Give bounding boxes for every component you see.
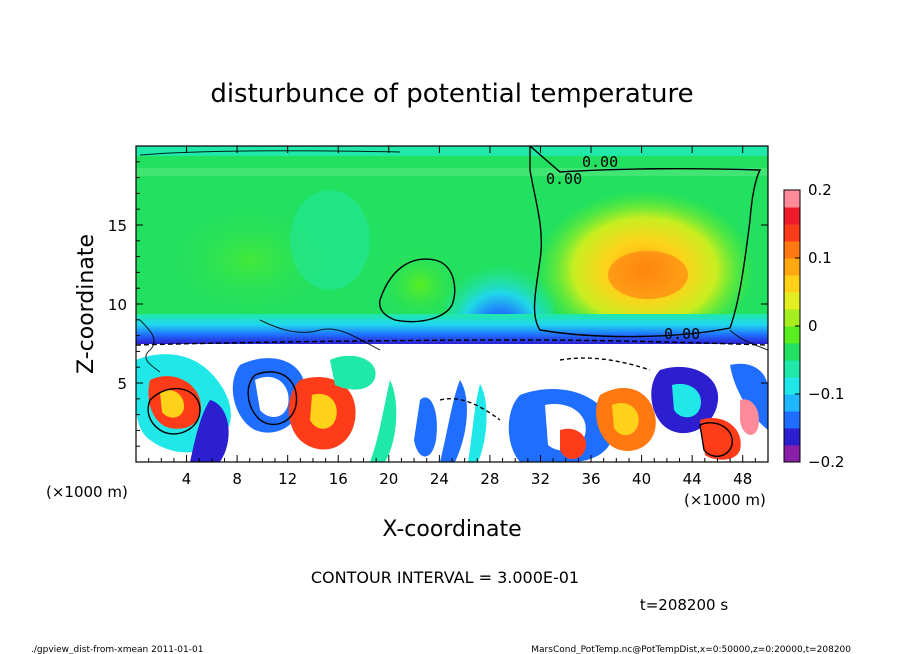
colorbar-swatch (784, 326, 800, 344)
chart-title: disturbunce of potential temperature (210, 79, 693, 109)
x-tick-label: 20 (379, 470, 398, 488)
colorbar-swatch (784, 309, 800, 327)
colorbar-swatch (784, 377, 800, 395)
colorbar: 0.2 0.1 0 −0.1 −0.2 (783, 181, 844, 471)
colorbar-swatch (784, 224, 800, 242)
x-tick-label: 32 (531, 470, 550, 488)
x-axis-label: X-coordinate (382, 517, 521, 542)
contour-interval: CONTOUR INTERVAL = 3.000E-01 (311, 568, 579, 587)
colorbar-swatch (784, 394, 800, 412)
y-tick-label: 5 (117, 375, 127, 393)
x-tick-label: 4 (182, 470, 192, 488)
y-tick-label: 15 (108, 217, 127, 235)
contour-label: 0.00 (664, 325, 700, 343)
x-tick-label: 24 (430, 470, 449, 488)
x-tick-label: 44 (683, 470, 702, 488)
colorbar-swatch (784, 258, 800, 276)
x-unit-right: (×1000 m) (684, 491, 766, 509)
x-axis: 4 8 12 16 20 24 28 32 36 40 44 48 (148, 146, 756, 488)
x-tick-label: 40 (632, 470, 651, 488)
colorbar-swatch (784, 428, 800, 446)
colorbar-tick-label: −0.2 (808, 453, 844, 471)
colorbar-swatch (784, 292, 800, 310)
x-tick-label: 36 (581, 470, 600, 488)
colorbar-swatch (784, 275, 800, 293)
colorbar-tick-label: 0.1 (808, 249, 832, 267)
colorbar-swatch (784, 360, 800, 378)
y-axis-label: Z-coordinate (74, 234, 99, 374)
colorbar-swatch (784, 207, 800, 225)
x-tick-label: 12 (278, 470, 297, 488)
time-label: t=208200 s (640, 596, 728, 614)
x-unit-left: (×1000 m) (46, 483, 128, 501)
colorbar-swatch (784, 241, 800, 259)
heatmap-field (136, 146, 768, 462)
y-tick-label: 10 (108, 296, 127, 314)
colorbar-tick-label: 0.2 (808, 181, 832, 199)
footer-left: ./gpview_dist-from-xmean 2011-01-01 (31, 645, 203, 654)
contour-label: 0.00 (582, 153, 618, 171)
colorbar-swatch (784, 190, 800, 208)
colorbar-swatch (784, 343, 800, 361)
contour-labels: 0.00 0.00 0.00 (546, 153, 700, 343)
x-tick-label: 48 (733, 470, 752, 488)
contour-label: 0.00 (546, 170, 582, 188)
colorbar-tick-label: 0 (808, 317, 818, 335)
footer-right: MarsCond_PotTemp.nc@PotTempDist,x=0:5000… (531, 645, 851, 654)
x-tick-label: 28 (480, 470, 499, 488)
x-tick-label: 8 (232, 470, 242, 488)
colorbar-swatch (784, 445, 800, 463)
y-axis: 5 10 15 (108, 161, 768, 447)
x-tick-label: 16 (329, 470, 348, 488)
colorbar-swatch (784, 411, 800, 429)
colorbar-tick-label: −0.1 (808, 385, 844, 403)
